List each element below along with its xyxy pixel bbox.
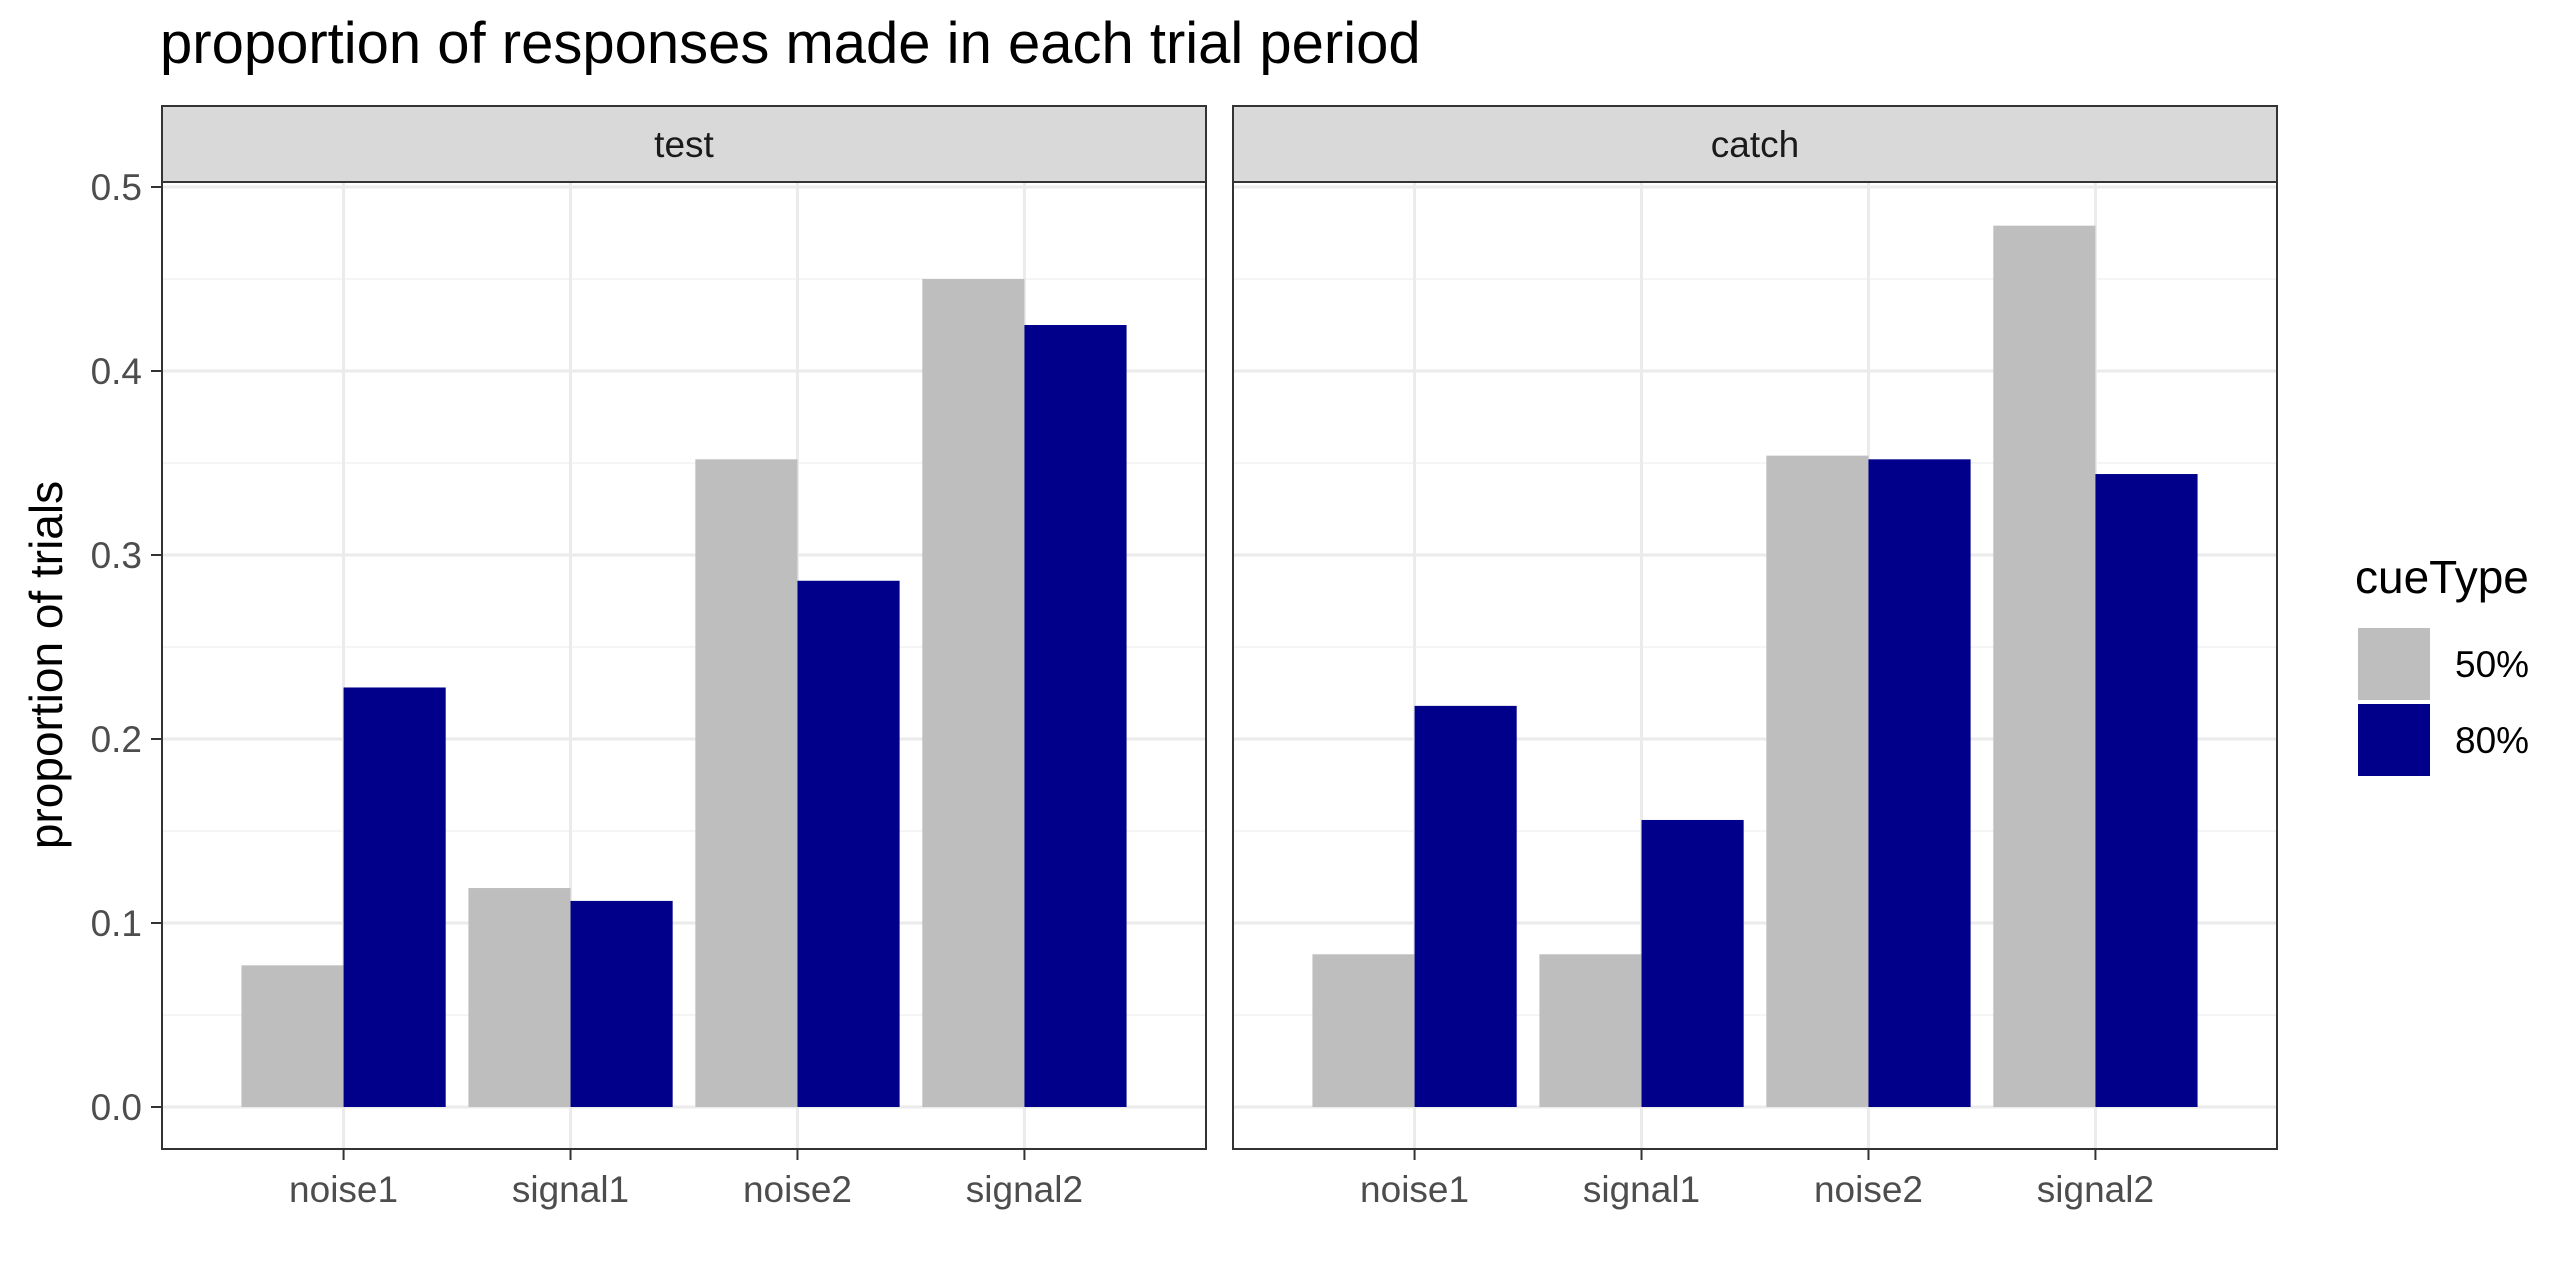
bar-test-noise1-80%: [343, 687, 446, 1107]
bar-test-signal1-80%: [570, 900, 673, 1107]
x-tick-label: noise2: [1814, 1169, 1923, 1210]
bar-catch-signal1-50%: [1539, 954, 1642, 1107]
facet-catch: catch noise1 signal1 noise2 signal2: [1232, 105, 2278, 1210]
panel-border: [161, 181, 1207, 1150]
bar-catch-noise1-50%: [1312, 954, 1415, 1107]
bar-catch-noise2-50%: [1766, 455, 1869, 1107]
bar-test-noise1-50%: [241, 965, 344, 1107]
x-tick-label: noise1: [289, 1169, 398, 1210]
x-tick-label: signal1: [512, 1169, 629, 1210]
bar-test-signal1-50%: [468, 888, 571, 1107]
chart-title: proportion of responses made in each tri…: [160, 11, 1421, 76]
x-tick-label: signal2: [2037, 1169, 2154, 1210]
facet-test: test noise1 signal1 noise2 signal2: [161, 105, 1207, 1210]
x-tick-label: noise1: [1360, 1169, 1469, 1210]
y-tick-label: 0.1: [91, 903, 142, 944]
legend-label: 50%: [2455, 644, 2529, 685]
legend-label: 80%: [2455, 720, 2529, 761]
facet-strip: [161, 105, 1207, 183]
bar-catch-signal2-50%: [1993, 225, 2096, 1107]
y-tick-label: 0.4: [91, 351, 142, 392]
x-tick-label: signal1: [1583, 1169, 1700, 1210]
y-tick-label: 0.3: [91, 535, 142, 576]
legend-key: [2358, 704, 2430, 776]
bar-catch-noise1-80%: [1414, 705, 1517, 1107]
legend: cueType 50% 80%: [2355, 551, 2529, 776]
x-tick-label: noise2: [743, 1169, 852, 1210]
y-tick-label: 0.0: [91, 1087, 142, 1128]
bar-catch-signal2-80%: [2095, 474, 2198, 1107]
facet-strip-label: catch: [1711, 124, 1799, 165]
legend-key: [2358, 628, 2430, 700]
bar-test-signal2-50%: [922, 279, 1025, 1107]
facet-strip: [1232, 105, 2278, 183]
bar-catch-noise2-80%: [1868, 459, 1971, 1107]
y-axis: 0.0 0.1 0.2 0.3 0.4 0.5: [91, 167, 162, 1128]
y-axis-title: proportion of trials: [20, 481, 72, 849]
facets: test noise1 signal1 noise2 signal2 catch noise…: [161, 105, 2278, 1210]
bar-test-signal2-80%: [1024, 325, 1127, 1107]
facet-strip-label: test: [654, 124, 714, 165]
panel-border: [1232, 181, 2278, 1150]
bar-test-noise2-80%: [797, 580, 900, 1107]
y-tick-label: 0.5: [91, 167, 142, 208]
y-tick-label: 0.2: [91, 719, 142, 760]
x-tick-label: signal2: [966, 1169, 1083, 1210]
bar-test-noise2-50%: [695, 459, 798, 1107]
bar-catch-signal1-80%: [1641, 819, 1744, 1107]
legend-title: cueType: [2355, 551, 2529, 603]
